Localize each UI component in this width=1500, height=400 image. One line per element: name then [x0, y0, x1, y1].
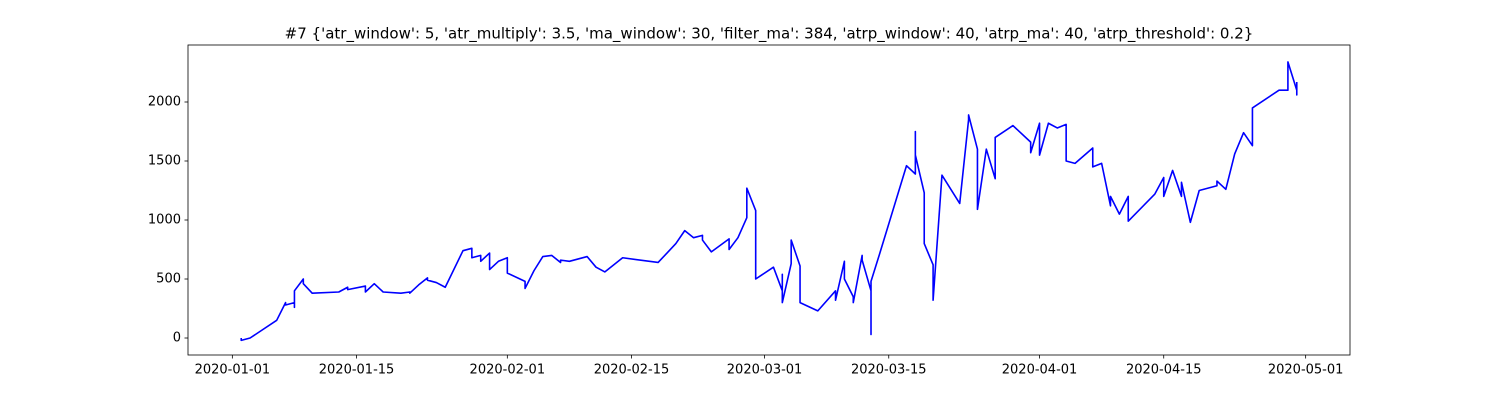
x-tick-label: 2020-04-01	[1002, 363, 1078, 378]
y-tick-label: 500	[156, 272, 181, 287]
y-tick-label: 1000	[148, 213, 181, 228]
chart-title: #7 {'atr_window': 5, 'atr_multiply': 3.5…	[285, 25, 1254, 44]
x-tick-label: 2020-01-01	[195, 363, 271, 378]
y-tick-label: 0	[173, 331, 181, 346]
axes-frame	[187, 44, 1351, 356]
x-tick-label: 2020-02-15	[594, 363, 670, 378]
data-line	[240, 61, 1298, 342]
x-tick-label: 2020-03-15	[851, 363, 927, 378]
x-tick-label: 2020-02-01	[470, 363, 546, 378]
y-tick-label: 2000	[148, 94, 181, 109]
y-tick-label: 1500	[148, 153, 181, 168]
x-tick-label: 2020-01-15	[319, 363, 395, 378]
x-tick-label: 2020-04-15	[1126, 363, 1202, 378]
x-tick-label: 2020-05-01	[1268, 363, 1344, 378]
x-tick-label: 2020-03-01	[727, 363, 803, 378]
